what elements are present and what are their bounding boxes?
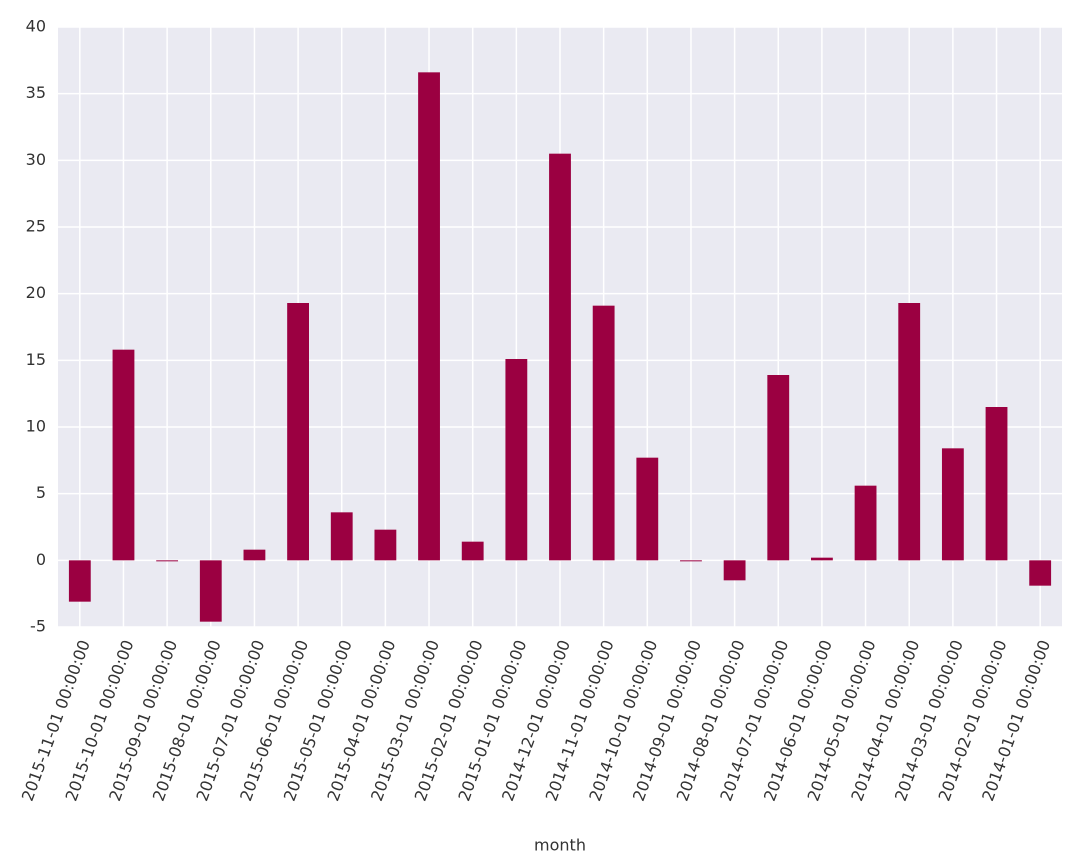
bar <box>68 560 91 602</box>
bar <box>1029 560 1052 586</box>
bar <box>854 485 877 561</box>
bar <box>112 349 135 561</box>
bar <box>636 457 659 561</box>
bar <box>767 375 790 561</box>
bar <box>243 549 266 561</box>
y-tick-label: 40 <box>26 17 46 36</box>
bar <box>985 407 1008 561</box>
x-axis-label: month <box>534 836 586 855</box>
bar <box>156 560 179 562</box>
bar <box>898 303 921 561</box>
y-tick-label: 15 <box>26 350 46 369</box>
bar <box>374 529 397 561</box>
y-tick-label: -5 <box>30 617 46 636</box>
y-tick-label: 5 <box>36 483 46 502</box>
bar <box>330 512 353 561</box>
y-tick-label: 25 <box>26 217 46 236</box>
bar <box>941 448 964 561</box>
bar <box>199 560 222 622</box>
bar <box>505 359 528 561</box>
bar <box>723 560 746 581</box>
bar <box>461 541 484 561</box>
bar <box>549 153 571 561</box>
y-tick-label: 20 <box>26 283 46 302</box>
bar <box>418 72 440 561</box>
y-tick-label: 10 <box>26 417 46 436</box>
y-tick-label: 0 <box>36 550 46 569</box>
bar <box>680 560 702 562</box>
bar <box>287 303 309 561</box>
y-tick-label: 35 <box>26 83 46 102</box>
bar <box>811 557 833 561</box>
y-tick-label: 30 <box>26 150 46 169</box>
bar <box>592 305 615 561</box>
